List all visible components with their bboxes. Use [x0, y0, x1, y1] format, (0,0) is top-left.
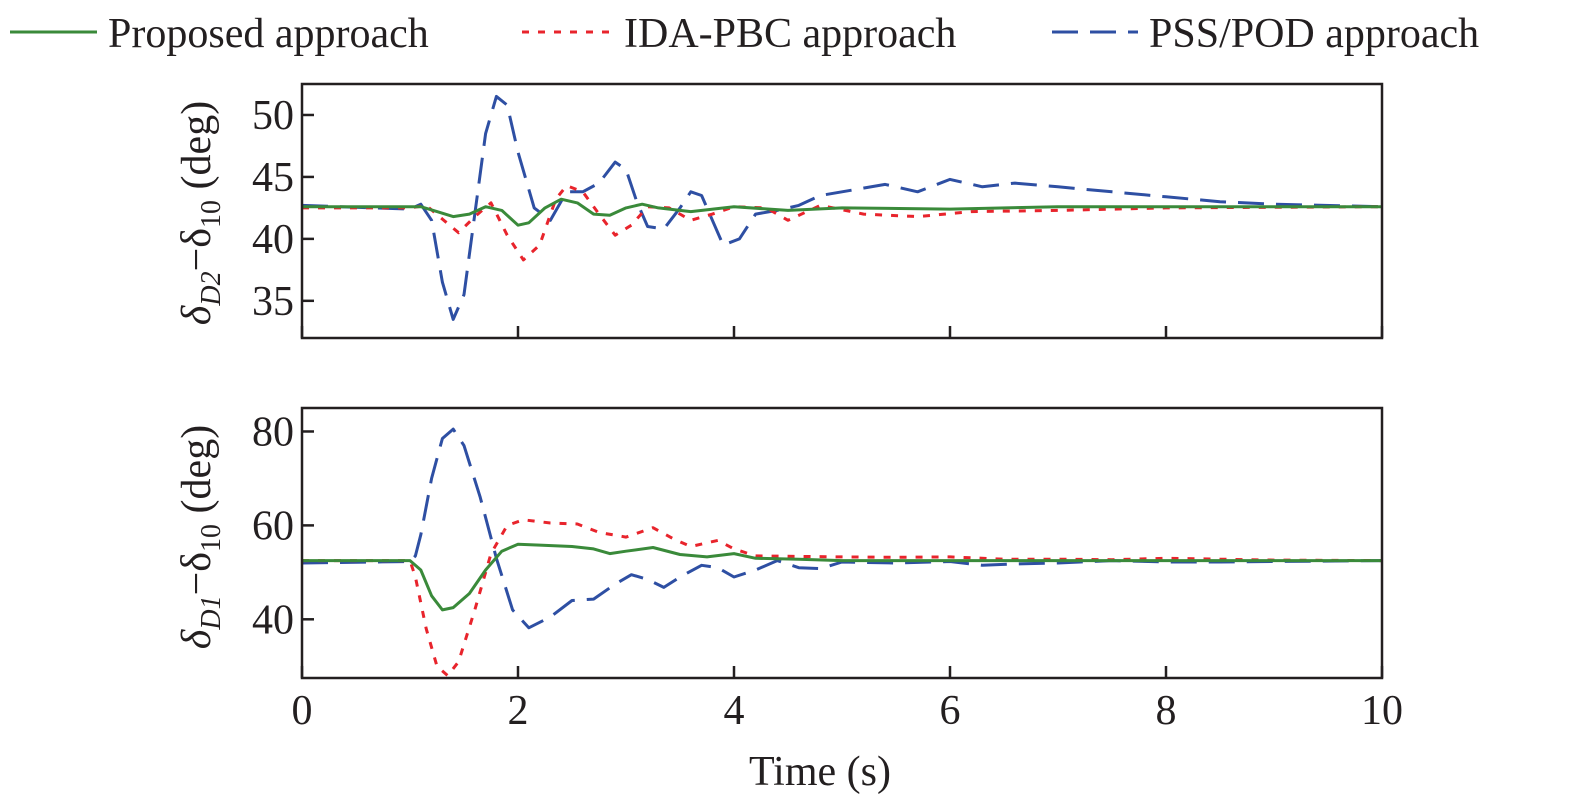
- bottom-x-tick-label: 4: [724, 688, 745, 734]
- top-y-tick-label: 35: [252, 279, 294, 325]
- bottom-x-tick-label: 0: [292, 688, 313, 734]
- top-series-line: [302, 184, 1383, 262]
- bottom-y-tick-label: 60: [252, 503, 294, 549]
- top-panel: δD2−δ10 (deg) 35 40 45 50: [174, 82, 1384, 340]
- top-y-tick-label: 40: [252, 217, 294, 263]
- legend-label-proposed: Proposed approach: [108, 11, 429, 57]
- bottom-x-tick-label: 2: [508, 688, 529, 734]
- x-axis-title: Time (s): [749, 749, 891, 795]
- top-plot-frame: [300, 82, 1384, 340]
- bottom-ticks: 40 60 80 0 2 4 6 8 10: [252, 409, 1403, 734]
- bottom-series-line: [302, 542, 1382, 612]
- bottom-series: [301, 427, 1383, 678]
- bottom-y-tick-label: 80: [252, 409, 294, 455]
- legend-label-ida-pbc: IDA-PBC approach: [624, 11, 956, 57]
- bottom-y-tick-label: 40: [252, 597, 294, 643]
- bottom-y-axis-title: δD1−δ10 (deg): [174, 425, 227, 649]
- legend-label-pss-pod: PSS/POD approach: [1149, 11, 1479, 57]
- legend: Proposed approach IDA-PBC approach PSS/P…: [10, 11, 1479, 57]
- top-series-line: [301, 94, 1383, 321]
- top-y-tick-label: 50: [252, 93, 294, 139]
- bottom-x-tick-label: 6: [940, 688, 961, 734]
- top-y-axis-title: δD2−δ10 (deg): [174, 101, 227, 325]
- top-ticks: 35 40 45 50: [252, 93, 1384, 338]
- bottom-x-tick-label: 10: [1361, 688, 1403, 734]
- top-series-line: [302, 197, 1382, 227]
- top-y-tick-label: 45: [252, 155, 294, 201]
- top-series: [301, 94, 1383, 321]
- bottom-x-tick-label: 8: [1156, 688, 1177, 734]
- bottom-plot-frame: [300, 406, 1384, 680]
- bottom-series-line: [301, 427, 1383, 630]
- bottom-panel: δD1−δ10 (deg) 40 60 80 0 2 4 6 8 10: [174, 406, 1403, 734]
